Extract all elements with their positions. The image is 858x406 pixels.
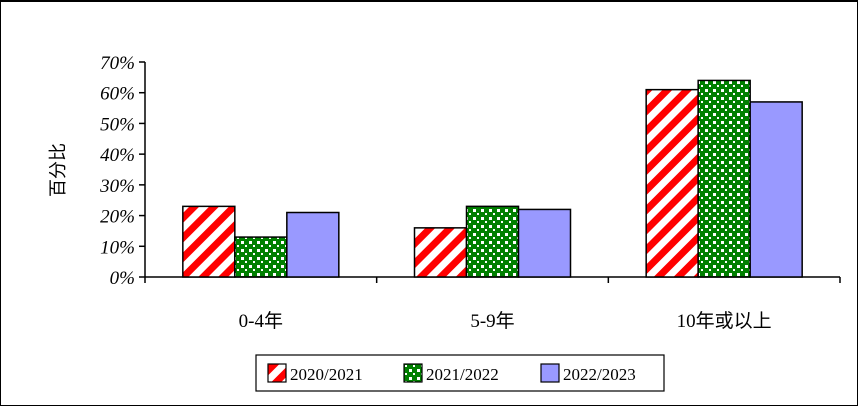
- bar: [234, 236, 288, 278]
- x-tick-label: 10年或以上: [677, 310, 772, 332]
- legend-box: [255, 354, 665, 392]
- legend-swatch: [540, 363, 560, 383]
- y-tick-label: 60%: [100, 84, 135, 105]
- bar: [286, 211, 340, 278]
- y-tick-label: 20%: [100, 207, 135, 228]
- bars: [182, 79, 803, 278]
- x-tick-labels: 0-4年 5-9年 10年或以上: [239, 310, 772, 332]
- legend: 2020/2021 2021/2022 2022/2023: [255, 354, 665, 392]
- bar: [749, 101, 803, 278]
- legend-swatch: [267, 363, 287, 383]
- y-tick-label: 0%: [110, 268, 135, 289]
- y-axis-label: 百分比: [48, 143, 69, 197]
- y-tick-label: 50%: [100, 114, 135, 135]
- bar: [517, 208, 572, 278]
- bar: [413, 227, 468, 278]
- y-tick-label: 30%: [99, 176, 135, 197]
- legend-swatch: [403, 363, 423, 383]
- bar: [182, 205, 236, 278]
- y-tick-label: 70%: [100, 53, 135, 74]
- bar: [697, 79, 751, 278]
- bar: [645, 88, 699, 278]
- bar: [465, 205, 520, 278]
- x-tick-label: 0-4年: [239, 310, 283, 332]
- y-tick-label: 40%: [100, 145, 135, 166]
- y-tick-labels: 0% 10% 20% 30% 40% 50% 60% 70%: [99, 53, 135, 289]
- legend-label: 2022/2023: [563, 365, 636, 384]
- legend-label: 2021/2022: [426, 365, 499, 384]
- x-tick-label: 5-9年: [470, 310, 514, 332]
- legend-label: 2020/2021: [290, 365, 363, 384]
- y-tick-label: 10%: [100, 237, 135, 258]
